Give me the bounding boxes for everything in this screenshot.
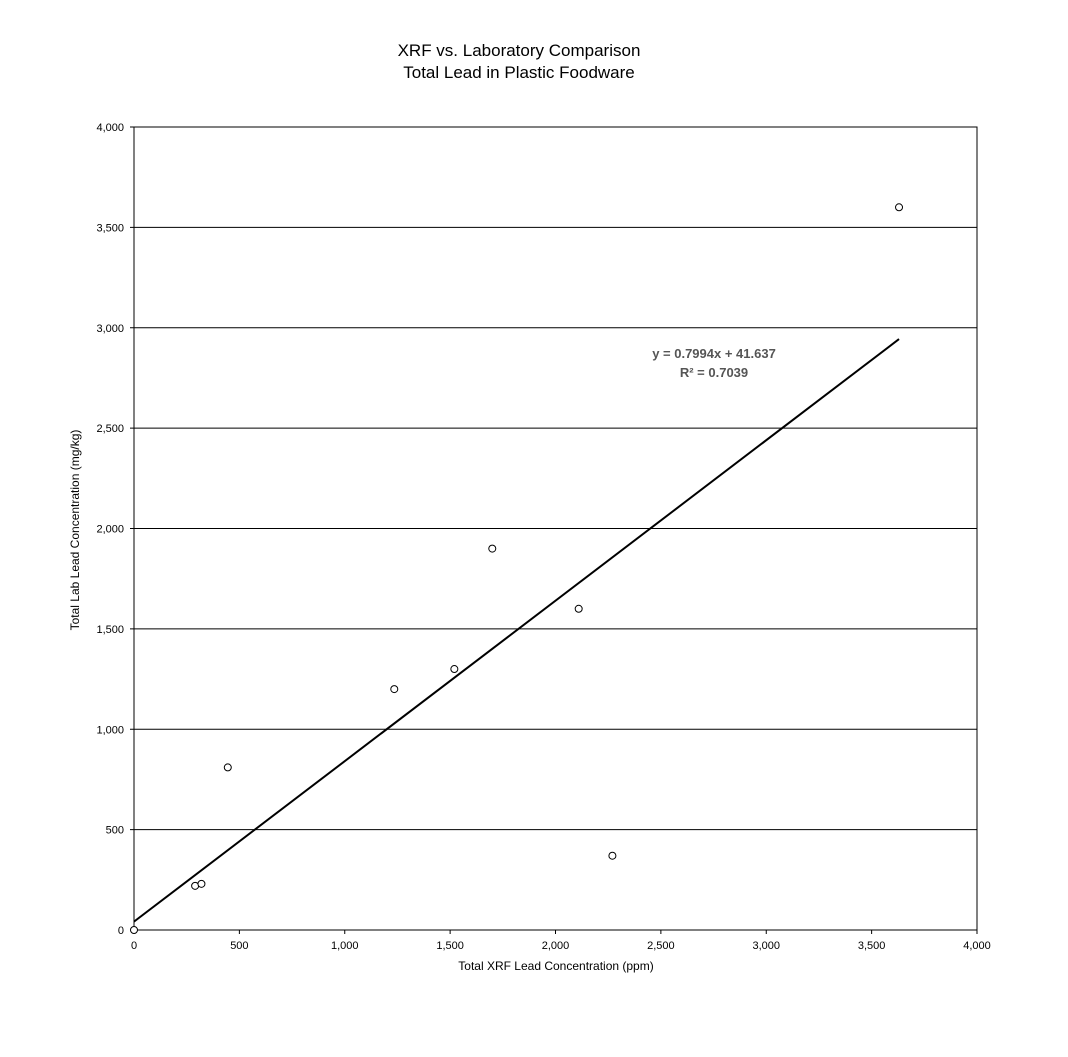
y-tick-label: 1,000 [96, 724, 124, 736]
trendline-r-squared: R² = 0.7039 [680, 365, 748, 380]
data-point [450, 665, 459, 674]
data-point [895, 203, 904, 212]
data-point [130, 926, 138, 934]
y-axis-label: Total Lab Lead Concentration (mg/kg) [68, 430, 82, 631]
x-axis-ticks: 0 500 1,000 1,500 2,000 2,500 3,000 3,500 4,000 [131, 930, 991, 952]
gridlines [134, 226, 977, 831]
data-point [197, 879, 206, 888]
x-tick-label: 2,500 [647, 940, 675, 952]
y-tick-label: 2,500 [96, 423, 124, 435]
chart-title: XRF vs. Laboratory Comparison [398, 41, 641, 60]
x-tick-label: 3,500 [858, 940, 886, 952]
trendline-equation: y = 0.7994x + 41.637 [652, 346, 776, 361]
x-tick-label: 1,000 [331, 940, 359, 952]
trendline-group [133, 338, 900, 923]
y-tick-label: 2,000 [96, 524, 124, 536]
data-points [130, 203, 904, 934]
data-point [488, 544, 497, 553]
y-tick-label: 3,500 [96, 222, 124, 234]
data-point [574, 604, 583, 613]
data-point [608, 851, 617, 860]
y-tick-label: 3,000 [96, 323, 124, 335]
y-tick-label: 1,500 [96, 624, 124, 636]
x-tick-label: 3,000 [752, 940, 780, 952]
linear-trendline [133, 338, 900, 923]
x-tick-label: 500 [230, 940, 248, 952]
data-point [390, 685, 399, 694]
y-axis-ticks: 0 500 1,000 1,500 2,000 2,500 3,000 3,500 4,000 [96, 122, 134, 937]
y-tick-label: 0 [118, 925, 124, 937]
x-tick-label: 1,500 [436, 940, 464, 952]
x-tick-label: 2,000 [542, 940, 570, 952]
y-tick-label: 500 [106, 825, 124, 837]
chart-subtitle: Total Lead in Plastic Foodware [403, 63, 635, 82]
y-tick-label: 4,000 [96, 122, 124, 134]
data-point [223, 763, 232, 772]
x-tick-label: 4,000 [963, 940, 991, 952]
x-axis-label: Total XRF Lead Concentration (ppm) [458, 959, 653, 973]
x-tick-label: 0 [131, 940, 137, 952]
